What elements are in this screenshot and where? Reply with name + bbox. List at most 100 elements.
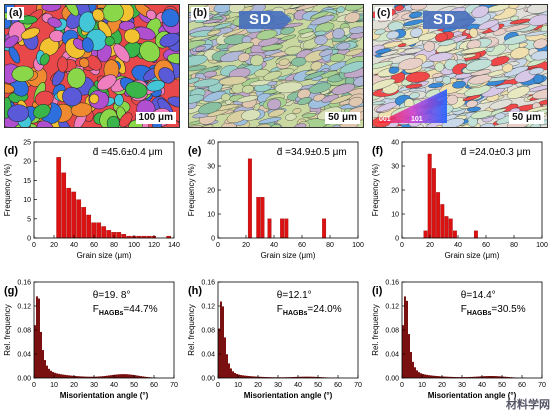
- bar: [130, 375, 132, 378]
- bar: [322, 219, 326, 238]
- bar: [117, 232, 121, 238]
- x-tick-label: 40: [110, 382, 118, 389]
- y-tick-label: 20: [391, 188, 399, 195]
- bar: [280, 219, 284, 238]
- ipf-label-001: 001: [379, 116, 391, 123]
- watermark: 材料学网: [506, 396, 550, 412]
- x-tick-label: 80: [326, 242, 334, 249]
- x-tick-label: 0: [216, 382, 220, 389]
- x-tick-label: 60: [90, 242, 98, 249]
- y-tick-label: 0.12: [17, 304, 31, 311]
- y-tick-label: 0.00: [201, 376, 215, 383]
- x-axis-label: Grain size (μm): [77, 251, 132, 260]
- bar: [240, 375, 242, 378]
- x-tick-label: 50: [314, 382, 322, 389]
- y-tick-label: 10: [207, 212, 215, 219]
- bar: [64, 375, 66, 378]
- bar: [230, 368, 232, 378]
- y-tick-label: 25: [23, 140, 31, 147]
- bar: [412, 362, 414, 378]
- x-tick-label: 60: [518, 382, 526, 389]
- bar: [406, 301, 408, 378]
- y-tick-label: 0.16: [385, 280, 399, 287]
- x-tick-label: 40: [454, 242, 462, 249]
- y-tick-label: 0.08: [385, 328, 399, 335]
- y-tick-label: 0.04: [201, 352, 215, 359]
- x-tick-label: 70: [170, 382, 178, 389]
- bar: [404, 296, 406, 378]
- y-axis-label: Frequency (%): [371, 163, 380, 216]
- bar: [62, 173, 66, 238]
- bar: [257, 197, 261, 238]
- y-axis-label: Rel. frequency: [187, 304, 196, 356]
- x-tick-label: 10: [50, 382, 58, 389]
- ebsd-map-a-image: [5, 5, 180, 128]
- bar: [220, 302, 222, 379]
- bar: [248, 159, 252, 238]
- bar: [285, 219, 289, 238]
- y-tick-label: 10: [391, 212, 399, 219]
- x-tick-label: 30: [90, 382, 98, 389]
- x-tick-label: 20: [50, 242, 58, 249]
- sd-arrow-b: SD: [239, 11, 282, 29]
- hagb-fraction-annotation: FHAGBs=44.7%: [93, 304, 158, 317]
- panel-letter: (i): [372, 285, 383, 297]
- x-tick-label: 40: [478, 382, 486, 389]
- y-tick-label: 20: [23, 159, 31, 166]
- x-tick-label: 0: [400, 242, 404, 249]
- y-tick-label: 15: [23, 178, 31, 185]
- x-tick-label: 60: [334, 382, 342, 389]
- bar: [67, 188, 71, 238]
- scale-bar-b: 50 μm: [325, 112, 360, 124]
- panel-letter: (e): [188, 145, 202, 157]
- bar: [107, 230, 111, 238]
- y-tick-label: 0.12: [385, 304, 399, 311]
- bar: [102, 226, 106, 238]
- x-tick-label: 20: [438, 382, 446, 389]
- bar: [42, 350, 44, 378]
- x-tick-label: 0: [400, 382, 404, 389]
- y-tick-label: 5: [27, 216, 31, 223]
- bar: [48, 369, 50, 378]
- x-tick-label: 80: [510, 242, 518, 249]
- scale-bar-a: 100 μm: [136, 112, 176, 124]
- ebsd-map-c: (c) SD 001 101 50 μm: [372, 4, 548, 128]
- y-tick-label: 0.00: [385, 376, 399, 383]
- y-tick-label: 0: [395, 236, 399, 243]
- x-tick-label: 100: [128, 242, 140, 249]
- bar: [408, 334, 410, 378]
- y-tick-label: 30: [391, 164, 399, 171]
- x-tick-label: 30: [274, 382, 282, 389]
- x-tick-label: 0: [216, 242, 220, 249]
- x-axis-label: Grain size (μm): [445, 251, 500, 260]
- bar: [57, 157, 61, 238]
- bar: [441, 204, 445, 238]
- x-tick-label: 70: [538, 382, 546, 389]
- bar: [126, 374, 128, 378]
- y-tick-label: 40: [207, 140, 215, 147]
- bar: [60, 374, 62, 378]
- panel-letter: (d): [4, 145, 18, 157]
- y-tick-label: 10: [23, 197, 31, 204]
- bar: [449, 219, 453, 238]
- x-tick-label: 20: [242, 242, 250, 249]
- panel-letter: (f): [372, 145, 383, 157]
- bar: [66, 375, 68, 378]
- x-tick-label: 50: [130, 382, 138, 389]
- mean-angle-annotation: θ=19. 8°: [93, 290, 131, 301]
- bar: [128, 374, 130, 378]
- panel-label-c: (c): [375, 7, 392, 20]
- y-tick-label: 0: [211, 236, 215, 243]
- bar: [474, 231, 478, 238]
- x-tick-label: 40: [70, 242, 78, 249]
- scale-bar-c: 50 μm: [509, 112, 544, 124]
- y-tick-label: 0.16: [201, 280, 215, 287]
- bar: [118, 374, 120, 378]
- x-tick-label: 140: [168, 242, 180, 249]
- bar: [58, 374, 60, 378]
- y-tick-label: 0.04: [17, 352, 31, 359]
- bar: [436, 192, 440, 238]
